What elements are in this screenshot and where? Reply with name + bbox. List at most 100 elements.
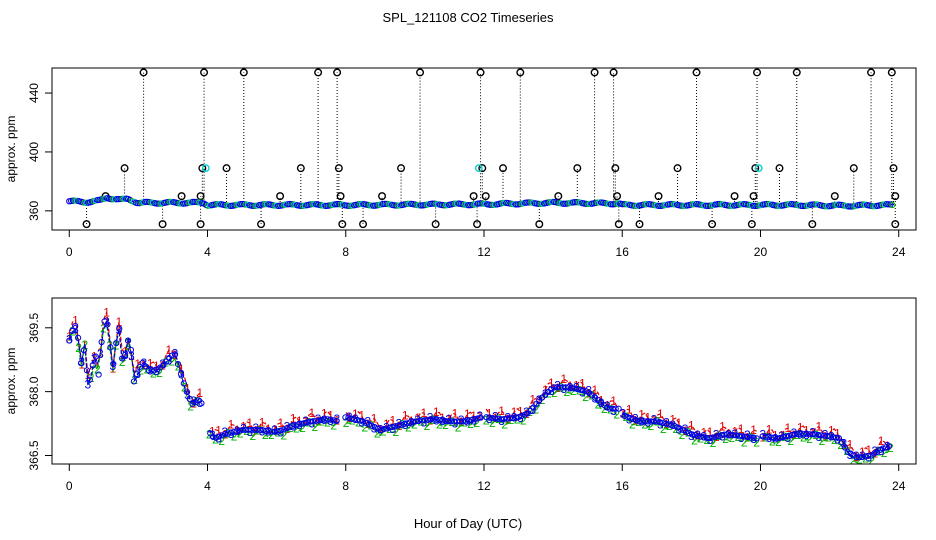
top-spike-point bbox=[590, 68, 599, 77]
mean-point bbox=[395, 422, 402, 429]
series-3-label: 3 bbox=[66, 333, 73, 347]
series-3-label: 3 bbox=[408, 415, 415, 429]
mean-point bbox=[248, 426, 255, 434]
series-2-label: 2 bbox=[862, 451, 869, 465]
mean-point bbox=[198, 400, 205, 407]
mean-point bbox=[832, 434, 840, 441]
top-spike-point bbox=[891, 220, 900, 229]
top-y-tick-label: 360 bbox=[27, 201, 41, 221]
mean-point bbox=[433, 416, 440, 423]
mean-point bbox=[694, 432, 702, 439]
series-1-label: 1 bbox=[529, 393, 536, 407]
top-baseline-point bbox=[501, 199, 508, 207]
mean-point bbox=[735, 432, 743, 439]
mean-point bbox=[794, 431, 801, 438]
top-spike-point bbox=[120, 164, 129, 173]
mean-point bbox=[260, 427, 267, 434]
series-1-label: 1 bbox=[725, 427, 732, 441]
mean-point bbox=[489, 414, 496, 422]
series-2-label: 2 bbox=[623, 410, 630, 424]
mean-point bbox=[671, 422, 678, 429]
series-3-label: 3 bbox=[172, 346, 179, 360]
top-baseline-point bbox=[345, 202, 352, 209]
top-spike-point bbox=[635, 220, 644, 229]
mean-point bbox=[509, 414, 516, 421]
series-3-label: 3 bbox=[197, 396, 204, 410]
series-2-label: 2 bbox=[532, 403, 539, 417]
series-1-label: 1 bbox=[638, 408, 645, 422]
top-baseline-point bbox=[883, 201, 890, 208]
series-3-label: 3 bbox=[791, 426, 798, 440]
series-1-label: 1 bbox=[402, 409, 409, 423]
series-3-label: 3 bbox=[573, 381, 580, 395]
top-spike-point bbox=[609, 68, 618, 77]
top-spike-point bbox=[338, 220, 347, 229]
series-2-label: 2 bbox=[150, 366, 157, 380]
mean-point bbox=[715, 432, 722, 440]
mean-point bbox=[700, 434, 707, 441]
mean-point bbox=[183, 388, 190, 395]
series-1-label: 1 bbox=[822, 429, 829, 443]
series-2-label: 2 bbox=[262, 428, 269, 442]
mean-point bbox=[477, 414, 484, 421]
top-spike-point bbox=[554, 192, 563, 201]
mean-point bbox=[709, 434, 716, 441]
mean-point bbox=[835, 435, 843, 442]
top-baseline-point bbox=[166, 198, 174, 206]
series-1-label: 1 bbox=[784, 421, 791, 435]
top-baseline-point bbox=[763, 200, 771, 208]
mean-point bbox=[471, 416, 478, 423]
mean-point bbox=[401, 420, 408, 428]
bottom-plot-frame bbox=[51, 297, 917, 465]
mean-point bbox=[451, 418, 458, 425]
mean-point bbox=[647, 418, 655, 425]
top-spike-point bbox=[276, 192, 285, 201]
bottom-x-tick-label: 4 bbox=[204, 479, 211, 493]
series-1-label: 1 bbox=[172, 348, 179, 362]
mean-point bbox=[242, 426, 249, 434]
series-3-line bbox=[68, 320, 201, 404]
series-2-label: 2 bbox=[557, 381, 564, 395]
series-3-label: 3 bbox=[470, 414, 477, 428]
top-spike-point bbox=[808, 220, 817, 229]
mean-point bbox=[130, 378, 138, 385]
series-2-label: 2 bbox=[564, 385, 571, 399]
series-3-label: 3 bbox=[626, 413, 633, 427]
mean-point bbox=[406, 419, 414, 426]
top-spike-point bbox=[516, 68, 525, 77]
series-2-label: 2 bbox=[679, 428, 686, 442]
top-spike-point bbox=[473, 220, 482, 229]
series-3-label: 3 bbox=[371, 422, 378, 436]
series-1-label: 1 bbox=[327, 408, 334, 422]
mean-point bbox=[829, 433, 837, 441]
series-3-label: 3 bbox=[134, 367, 141, 381]
mean-point bbox=[448, 418, 455, 425]
series-1-label: 1 bbox=[240, 419, 247, 433]
series-2-label: 2 bbox=[218, 434, 225, 448]
mean-point bbox=[876, 446, 884, 454]
top-spike-point bbox=[469, 192, 478, 201]
series-2-label: 2 bbox=[467, 417, 474, 431]
mean-point bbox=[351, 416, 358, 423]
series-1-label: 1 bbox=[738, 422, 745, 436]
mean-point bbox=[145, 367, 152, 374]
series-2-label: 2 bbox=[769, 435, 776, 449]
mean-point bbox=[759, 433, 766, 440]
series-2-label: 2 bbox=[231, 430, 238, 444]
series-2-label: 2 bbox=[595, 397, 602, 411]
top-spike-point bbox=[359, 220, 368, 229]
top-baseline-point bbox=[298, 202, 305, 209]
series-1-label: 1 bbox=[610, 394, 617, 408]
mean-point bbox=[627, 414, 634, 422]
mean-point bbox=[215, 433, 223, 440]
top-spike-point bbox=[416, 68, 425, 77]
series-1-label: 1 bbox=[865, 443, 872, 457]
top-baseline-point bbox=[585, 200, 592, 208]
mean-point bbox=[650, 418, 657, 425]
mean-point bbox=[227, 429, 234, 436]
mean-point bbox=[474, 415, 481, 422]
series-3-label: 3 bbox=[567, 380, 574, 394]
mean-point bbox=[104, 321, 111, 328]
